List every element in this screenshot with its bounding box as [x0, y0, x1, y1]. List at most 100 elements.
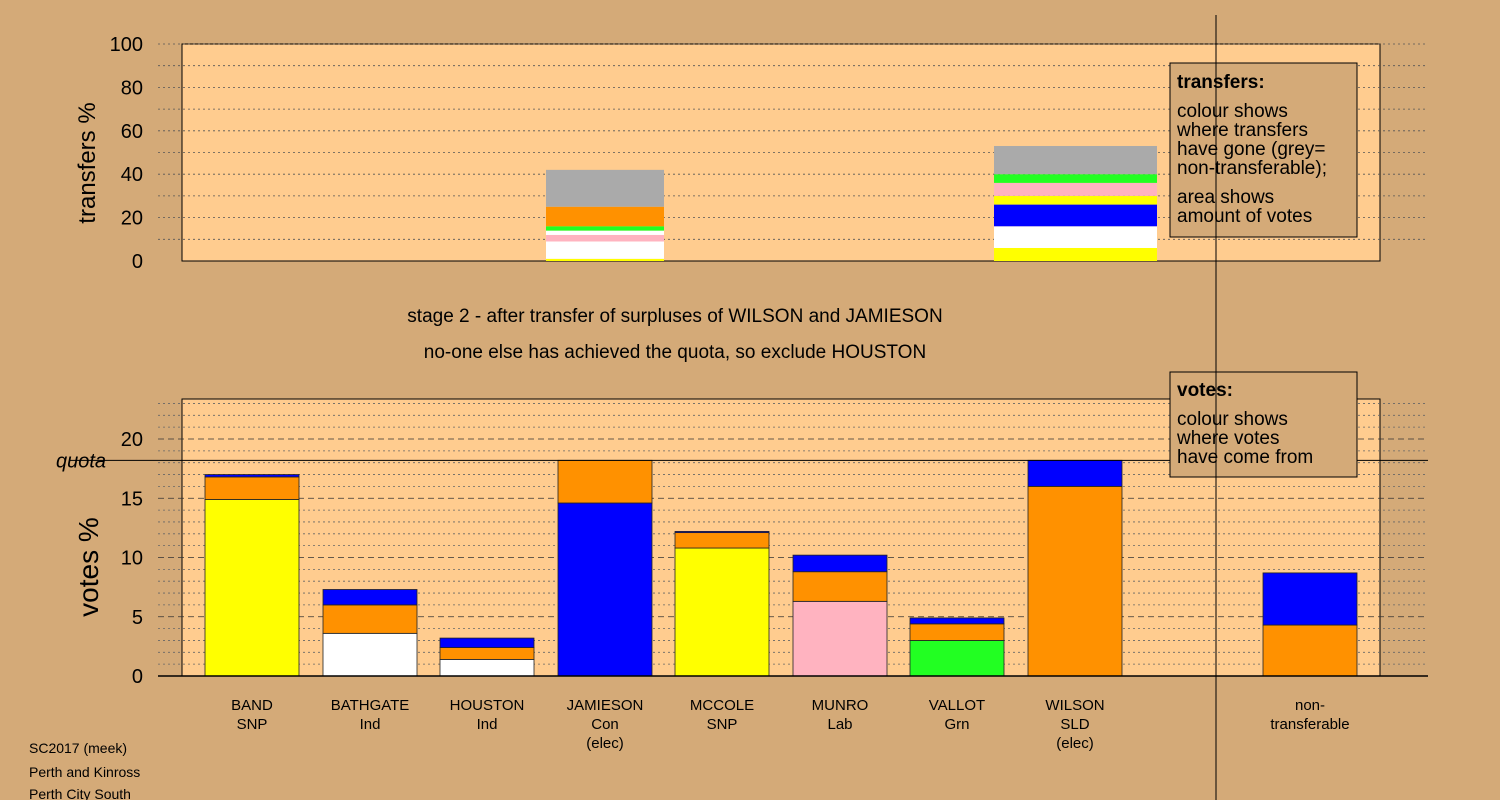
transfers-legend-line: non-transferable);: [1177, 158, 1327, 179]
vote-segment-bathgate: [322, 604, 418, 634]
vote-segment-mccole: [674, 547, 770, 677]
transfers-gridlines: [158, 43, 1428, 240]
candidate-note: (elec): [586, 735, 624, 752]
transfers-legend-title: transfers:: [1177, 72, 1265, 93]
transfers-legend-box: [1169, 62, 1358, 238]
transfers-legend-line: where transfers: [1176, 120, 1308, 141]
transfers-legend-line: colour shows: [1177, 101, 1288, 122]
stage-subheading: no-one else has achieved the quota, so e…: [424, 342, 926, 363]
transfer-segment-jamieson: [546, 226, 664, 231]
candidate-party: Con: [591, 716, 619, 733]
transfer-segment-wilson: [994, 204, 1157, 227]
candidate-party: Ind: [477, 716, 498, 733]
votes-y-axis: 0 5 10 15 20: [121, 429, 143, 688]
footer-council: Perth and Kinross: [29, 764, 140, 780]
candidate-name: BATHGATE: [331, 697, 410, 714]
transfers-y-tick-label: 100: [110, 34, 143, 56]
candidate-party: SNP: [707, 716, 738, 733]
transfer-segment-jamieson: [546, 230, 664, 235]
vote-segment-munro: [792, 554, 888, 573]
transfer-segment-wilson: [994, 182, 1157, 196]
transfers-y-tick-label: 0: [132, 251, 143, 273]
vote-segment-bathgate: [322, 632, 418, 677]
votes-legend: votes: colour shows where votes have com…: [1169, 371, 1358, 478]
vote-segment-jamieson: [557, 502, 653, 677]
transfers-y-axis: 0 20 40 60 80 100: [110, 34, 143, 273]
votes-y-tick-label: 0: [132, 666, 143, 688]
candidate-party: Grn: [944, 716, 969, 733]
transfer-segment-jamieson: [546, 258, 664, 261]
transfers-bars: [546, 145, 1157, 261]
votes-y-tick-label: 10: [121, 548, 143, 570]
transfers-y-tick-label: 40: [121, 164, 143, 186]
votes-panel: 0 5 10 15 20 BAND SNP BATHGATE Ind HOUSTON Ind JAM…: [56, 398, 1428, 752]
votes-y-label: votes %: [73, 517, 104, 617]
vote-segment-vallot: [909, 623, 1005, 641]
vote-segment-houston: [439, 647, 535, 660]
vote-segment-band: [204, 476, 300, 500]
votes-y-tick-label: 15: [121, 488, 143, 510]
candidate-name: non-: [1295, 697, 1325, 714]
transfer-segment-wilson: [994, 247, 1157, 261]
transfers-y-tick-label: 60: [121, 121, 143, 143]
candidate-name: BAND: [231, 697, 273, 714]
stage-heading: stage 2 - after transfer of surpluses of…: [407, 306, 942, 327]
candidate-party: transferable: [1270, 716, 1349, 733]
vote-segment-houston: [439, 637, 535, 648]
votes-legend-title: votes:: [1177, 380, 1233, 401]
footer-election: SC2017 (meek): [29, 740, 127, 756]
candidate-name: MCCOLE: [690, 697, 754, 714]
votes-y-tick-label: 5: [132, 607, 143, 629]
votes-y-tick-label: 20: [121, 429, 143, 451]
vote-segment-munro: [792, 571, 888, 602]
vote-segment-band: [204, 474, 300, 478]
votes-legend-line: where votes: [1176, 428, 1279, 449]
transfers-y-label: transfers %: [74, 102, 101, 223]
transfer-segment-wilson: [994, 195, 1157, 205]
candidate-name: WILSON: [1045, 697, 1104, 714]
votes-legend-box: [1169, 371, 1358, 478]
vote-segment-non: [1262, 624, 1358, 677]
candidate-labels: BAND SNP BATHGATE Ind HOUSTON Ind JAMIESON Con (…: [231, 697, 1349, 752]
transfers-y-tick-label: 20: [121, 208, 143, 230]
candidate-name: HOUSTON: [450, 697, 525, 714]
votes-legend-line: colour shows: [1177, 409, 1288, 430]
vote-segment-bathgate: [322, 589, 418, 606]
transfer-segment-wilson: [994, 174, 1157, 183]
votes-legend-line: have come from: [1177, 447, 1313, 468]
vote-segment-wilson: [1027, 485, 1123, 677]
transfers-legend-line: have gone (grey=: [1177, 139, 1325, 160]
vote-segment-vallot: [909, 640, 1005, 677]
transfers-legend-line: amount of votes: [1177, 206, 1312, 227]
footer-ward: Perth City South: [29, 786, 131, 800]
vote-segment-houston: [439, 659, 535, 677]
vote-segment-band: [204, 499, 300, 677]
candidate-name: JAMIESON: [567, 697, 644, 714]
candidate-party: Ind: [360, 716, 381, 733]
transfers-y-tick-label: 80: [121, 77, 143, 99]
vote-segment-munro: [792, 600, 888, 677]
candidate-name: VALLOT: [929, 697, 985, 714]
transfer-segment-wilson: [994, 226, 1157, 248]
candidate-name: MUNRO: [812, 697, 869, 714]
transfer-segment-jamieson: [546, 206, 664, 227]
vote-segment-vallot: [909, 617, 1005, 625]
candidate-party: Lab: [827, 716, 852, 733]
candidate-note: (elec): [1056, 735, 1094, 752]
vote-segment-mccole: [674, 532, 770, 549]
transfers-legend: transfers: colour shows where transfers …: [1169, 62, 1358, 238]
transfer-segment-jamieson: [546, 234, 664, 242]
quota-label: quota: [56, 450, 106, 472]
vote-segment-jamieson: [557, 459, 653, 504]
transfer-segment-jamieson: [546, 241, 664, 259]
candidate-party: SNP: [237, 716, 268, 733]
vote-segment-wilson: [1027, 459, 1123, 487]
transfer-segment-wilson: [994, 145, 1157, 175]
candidate-party: SLD: [1060, 716, 1089, 733]
transfer-segment-jamieson: [546, 169, 664, 207]
vote-segment-mccole: [674, 531, 770, 534]
vote-segment-non: [1262, 572, 1358, 626]
transfers-legend-line: area shows: [1177, 187, 1274, 208]
votes-bars: [204, 459, 1358, 677]
